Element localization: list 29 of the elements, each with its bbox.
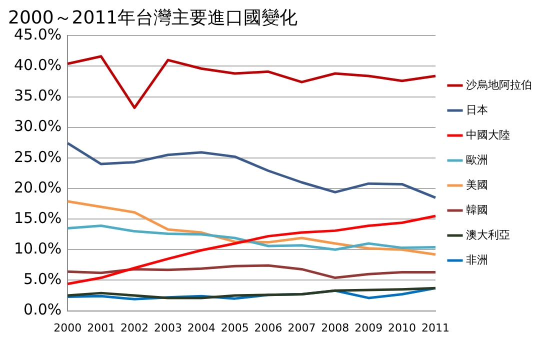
x-tick-label: 2002 xyxy=(120,321,149,334)
legend-label: 非洲 xyxy=(466,253,488,266)
legend-label: 日本 xyxy=(466,103,488,116)
y-tick-label: 0.0% xyxy=(24,300,62,319)
x-tick-label: 2008 xyxy=(321,321,350,334)
y-tick-label: 35.0% xyxy=(14,86,62,105)
x-tick-label: 2001 xyxy=(87,321,116,334)
x-tick-label: 2004 xyxy=(187,321,216,334)
x-tick-label: 2010 xyxy=(388,321,416,334)
legend-label: 澳大利亞 xyxy=(466,228,510,242)
legend-label: 中國大陸 xyxy=(466,128,510,142)
y-tick-label: 5.0% xyxy=(24,270,62,288)
legend-label: 韓國 xyxy=(466,203,488,216)
x-tick-label: 2006 xyxy=(254,321,282,334)
y-tick-label: 15.0% xyxy=(14,208,62,227)
y-tick-label: 25.0% xyxy=(14,148,62,166)
x-tick-label: 2007 xyxy=(288,321,316,334)
x-tick-label: 2005 xyxy=(220,321,249,334)
y-tick-label: 10.0% xyxy=(14,240,62,258)
x-tick-label: 2000 xyxy=(54,321,82,334)
y-tick-label: 30.0% xyxy=(14,117,62,136)
legend-label: 沙烏地阿拉伯 xyxy=(466,78,532,92)
x-tick-label: 2003 xyxy=(154,321,182,334)
legend-label: 歐洲 xyxy=(466,153,488,166)
x-tick-label: 2011 xyxy=(422,321,450,334)
y-tick-label: 20.0% xyxy=(14,178,62,196)
y-tick-label: 40.0% xyxy=(14,56,62,74)
x-tick-label: 2009 xyxy=(354,321,383,334)
legend-label: 美國 xyxy=(466,178,488,192)
